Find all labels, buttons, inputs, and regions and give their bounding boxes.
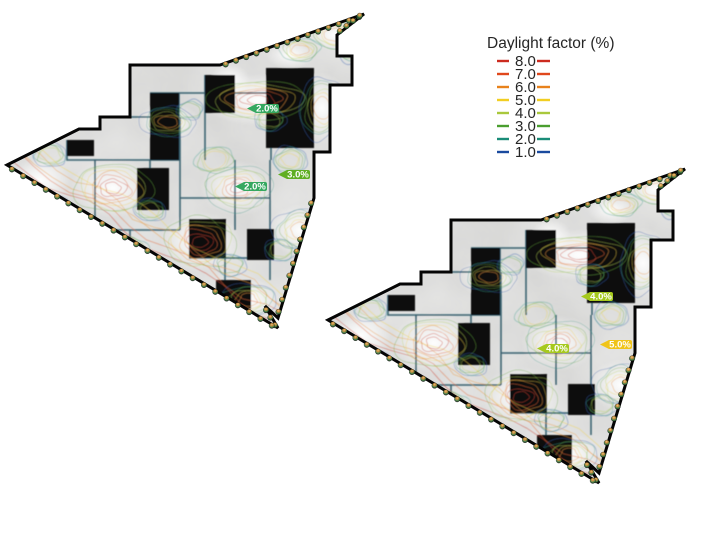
svg-text:2.0%: 2.0% bbox=[256, 103, 278, 114]
svg-text:5.0%: 5.0% bbox=[609, 339, 631, 350]
svg-text:4.0%: 4.0% bbox=[590, 291, 612, 302]
svg-text:Daylight factor (%): Daylight factor (%) bbox=[487, 35, 614, 52]
svg-text:4.0%: 4.0% bbox=[546, 343, 568, 354]
svg-text:2.0%: 2.0% bbox=[244, 181, 266, 192]
svg-text:3.0%: 3.0% bbox=[287, 169, 309, 180]
svg-text:1.0: 1.0 bbox=[515, 144, 536, 161]
